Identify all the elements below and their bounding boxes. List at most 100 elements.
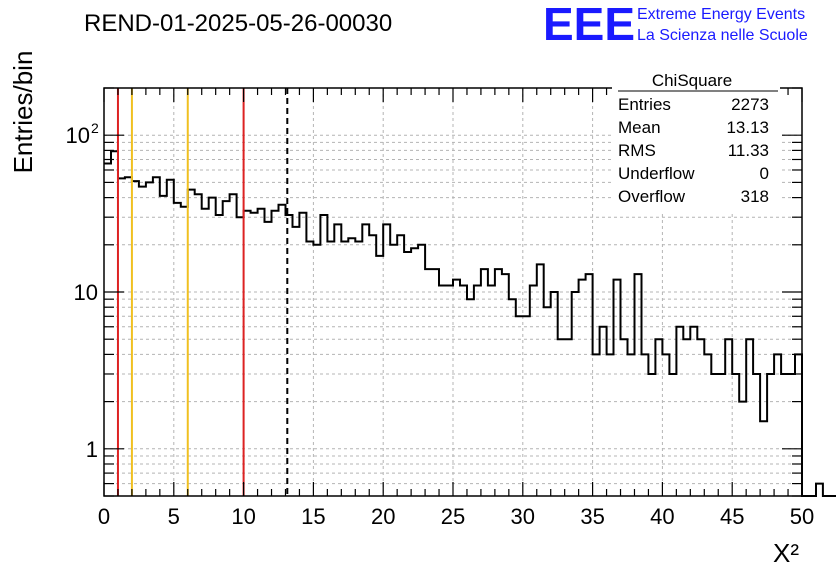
histogram-bin [607, 354, 614, 496]
y-tick-label: 1 [86, 437, 98, 462]
histogram-bin [816, 484, 823, 496]
histogram-bin [788, 374, 795, 496]
histogram-bin [690, 327, 697, 496]
histogram-bin [572, 292, 579, 496]
histogram-bin [753, 374, 760, 496]
histogram-bin [509, 299, 516, 496]
histogram-bin [411, 248, 418, 496]
histogram-bin [495, 269, 502, 496]
histogram-bin [202, 209, 209, 496]
histogram-bin [306, 241, 313, 496]
histogram-bin [418, 245, 425, 496]
histogram-bin [299, 213, 306, 496]
histogram-bin [600, 327, 607, 496]
histogram-bin [579, 280, 586, 496]
histogram-bin [139, 187, 146, 496]
histogram-bin [125, 177, 132, 496]
histogram-bin [251, 213, 258, 496]
histogram-bin [516, 316, 523, 496]
histogram-bin [237, 217, 244, 496]
histogram-bin [244, 211, 251, 496]
histogram-bin [279, 205, 286, 496]
histogram-bin [341, 241, 348, 496]
x-tick-label: 0 [98, 504, 110, 529]
histogram-bin [216, 215, 223, 496]
histogram-bin [167, 180, 174, 496]
histogram-bin [558, 339, 565, 496]
histogram-bin [774, 354, 781, 496]
histogram-bin [621, 339, 628, 496]
stats-row-value: 13.13 [726, 118, 769, 137]
histogram-bin [132, 181, 139, 496]
x-tick-label: 30 [511, 504, 535, 529]
histogram-bin [223, 201, 230, 496]
histogram-bin [181, 207, 188, 496]
histogram-bin [669, 374, 676, 496]
histogram-bin [614, 280, 621, 496]
histogram-bin [586, 274, 593, 496]
x-tick-label: 15 [301, 504, 325, 529]
x-tick-label: 25 [441, 504, 465, 529]
histogram-bin [320, 215, 327, 496]
histogram-bin [474, 286, 481, 496]
histogram-bin [362, 224, 369, 496]
histogram-bars [104, 150, 836, 497]
histogram-bin [767, 374, 774, 496]
histogram-bin [593, 354, 600, 496]
x-tick-label: 45 [720, 504, 744, 529]
histogram-bin [502, 274, 509, 496]
histogram-bin [628, 354, 635, 496]
y-tick-label-exponent: 2 [91, 120, 99, 136]
histogram-bin [153, 177, 160, 496]
histogram-bin [697, 339, 704, 496]
stats-row-value: 2273 [731, 95, 769, 114]
eee-logo: EEE Extreme Energy Events La Scienza nel… [543, 0, 808, 50]
stats-row-label: Entries [618, 95, 671, 114]
x-tick-label: 40 [650, 504, 674, 529]
histogram-bin [537, 264, 544, 496]
histogram-bin [746, 339, 753, 496]
histogram-bin [327, 241, 334, 496]
histogram-bin [104, 163, 111, 496]
histogram-bin [390, 245, 397, 496]
histogram-bin [711, 374, 718, 496]
histogram-bin [565, 339, 572, 496]
histogram-bin [272, 211, 279, 496]
histogram-bin [265, 222, 272, 496]
histogram-bin [383, 224, 390, 496]
logo-subtitle-line2: La Scienza nelle Scuole [637, 27, 808, 44]
histogram-bin [195, 194, 202, 496]
histogram-bin [683, 339, 690, 496]
stats-title: ChiSquare [652, 71, 732, 90]
histogram-bin [676, 327, 683, 496]
stats-row-label: Overflow [618, 187, 686, 206]
histogram-bin [725, 339, 732, 496]
stats-box: ChiSquare Entries 2273 Mean 13.13 RMS 11.33 Un… [612, 66, 780, 212]
histogram-bin [453, 280, 460, 496]
stats-row-label: Mean [618, 118, 661, 137]
histogram-bin [425, 269, 432, 496]
histogram-bin [718, 374, 725, 496]
histogram-bin [439, 286, 446, 496]
histogram-bin [488, 286, 495, 496]
stats-rows: Entries 2273 Mean 13.13 RMS 11.33 Underflow 0 Ov… [618, 95, 769, 206]
stats-row-label: RMS [618, 141, 656, 160]
y-axis-title: Entries/bin [8, 51, 38, 174]
histogram-bin [174, 203, 181, 496]
histogram-bin [188, 190, 195, 496]
histogram-bin [481, 269, 488, 496]
y-tick-label: 10 [66, 123, 90, 148]
histogram-bin [544, 307, 551, 496]
histogram-bin [397, 235, 404, 496]
histogram-bin [655, 339, 662, 496]
histogram-bin [648, 374, 655, 496]
x-tick-label: 35 [580, 504, 604, 529]
histogram-bin [348, 238, 355, 496]
histogram-bin [313, 245, 320, 496]
histogram-bin [230, 194, 237, 496]
histogram-bin [641, 354, 648, 496]
histogram-bin [732, 374, 739, 496]
histogram-bin [460, 286, 467, 496]
stats-box-background [612, 66, 780, 212]
